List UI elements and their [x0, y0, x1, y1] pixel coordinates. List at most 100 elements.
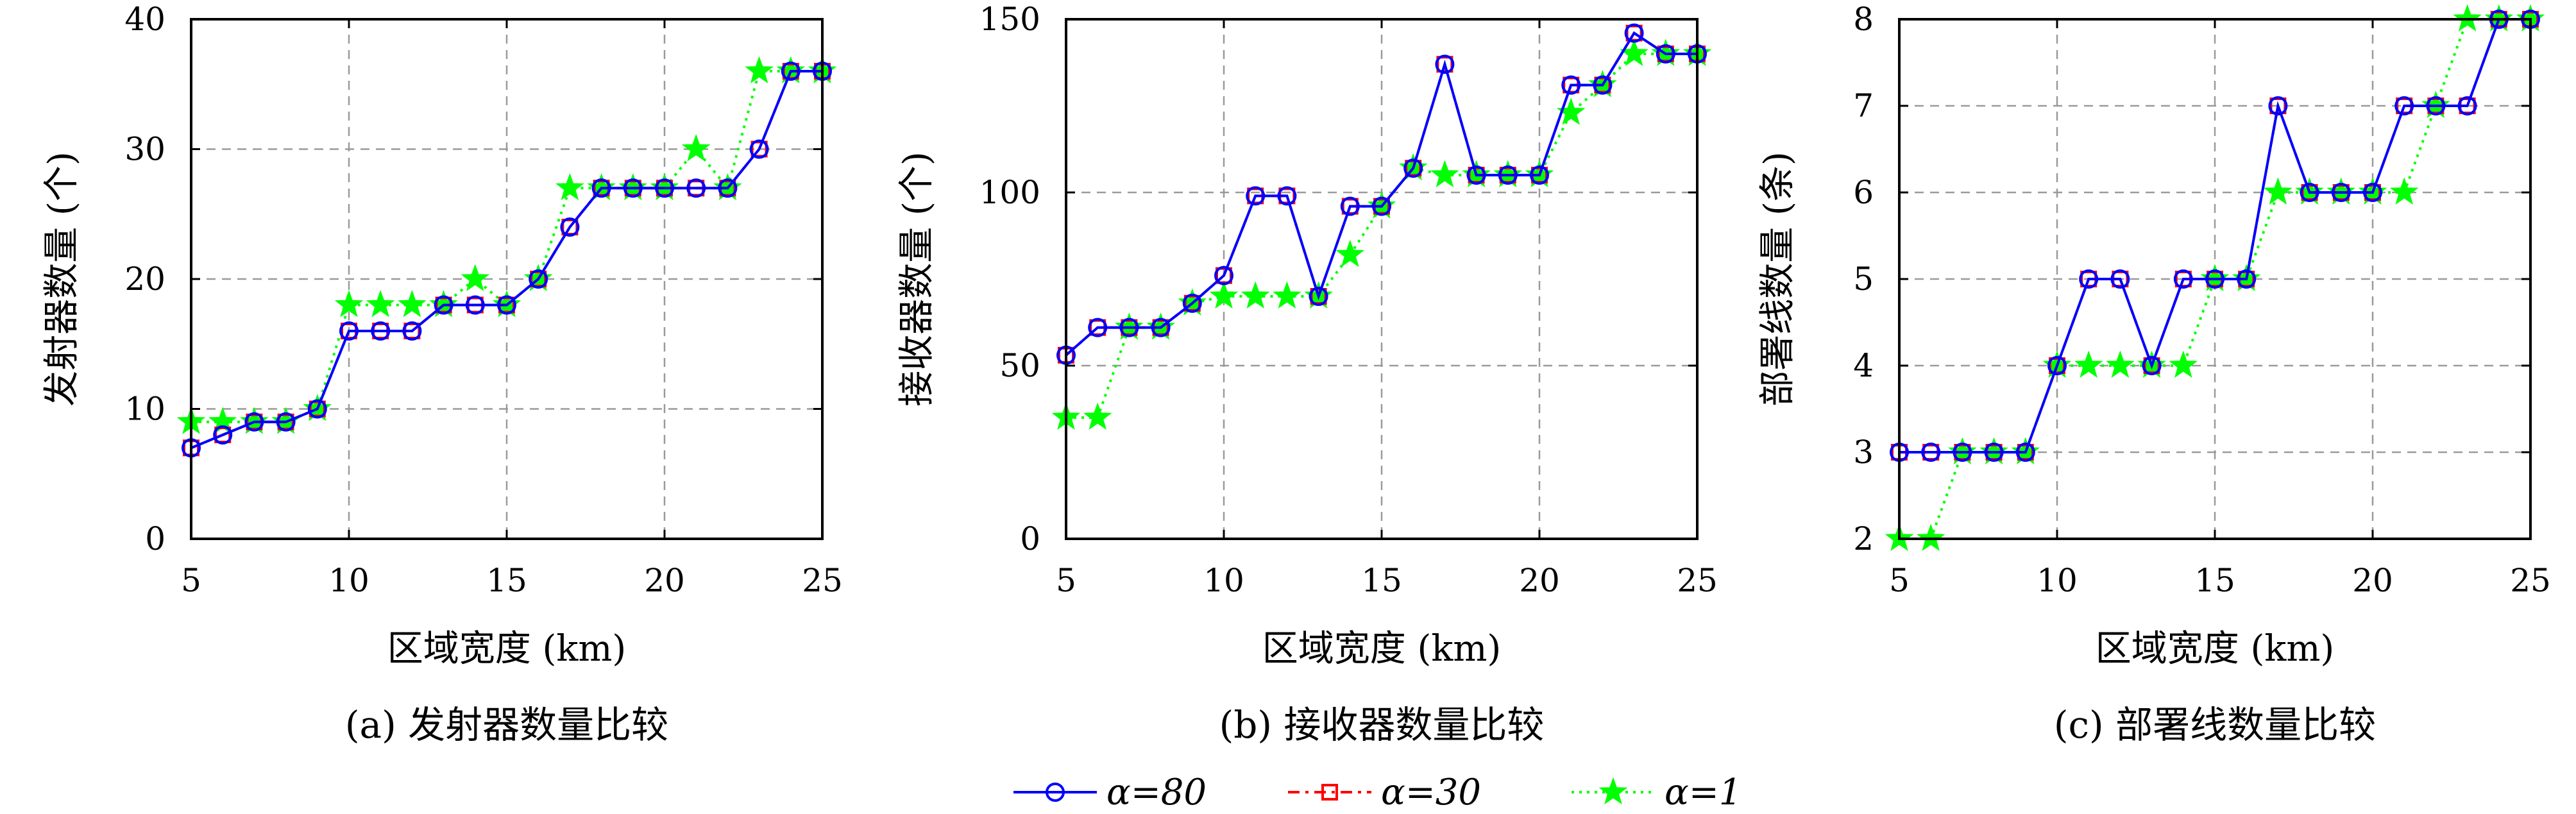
data-point-circle	[276, 412, 296, 432]
plot-frame	[1898, 18, 2532, 540]
data-point-circle	[371, 321, 391, 341]
data-point-star	[208, 407, 237, 434]
data-point-circle	[213, 425, 233, 445]
y-tick-label: 50	[999, 347, 1040, 384]
data-point-star	[681, 134, 711, 162]
legend-entry: α=1	[1572, 772, 1741, 813]
series-line-circle	[1899, 18, 2530, 454]
y-tick-label: 7	[1853, 87, 1874, 124]
y-tick-label: 3	[1853, 434, 1874, 471]
data-point-circle	[1088, 318, 1108, 337]
data-point-circle	[1182, 293, 1202, 313]
data-point-circle	[2205, 269, 2224, 289]
data-point-circle	[1656, 44, 1675, 64]
data-point-star	[2453, 4, 2482, 31]
x-axis-label: 区域宽度 (km)	[387, 628, 627, 670]
data-point-star	[461, 264, 490, 291]
data-point-circle	[1277, 186, 1297, 206]
data-point-star	[1273, 281, 1301, 309]
data-point-circle	[2457, 96, 2477, 115]
data-point-circle	[497, 295, 516, 315]
x-tick-label: 25	[2510, 562, 2551, 599]
data-point-star	[1241, 281, 1270, 309]
x-tick-label: 15	[486, 562, 527, 599]
data-point-circle	[2300, 183, 2319, 202]
data-point-circle	[591, 178, 611, 198]
x-tick-label: 25	[802, 562, 843, 599]
x-tick-label: 15	[2194, 562, 2235, 599]
data-point-circle	[244, 412, 264, 432]
data-point-circle	[686, 178, 706, 198]
y-tick-label: 20	[124, 260, 165, 298]
x-tick-label: 10	[1203, 562, 1244, 599]
y-tick-label: 2	[1853, 520, 1874, 557]
data-point-circle	[1151, 318, 1171, 337]
y-axis-label: 部署线数量 (条)	[1757, 151, 1799, 407]
data-point-circle	[1309, 287, 1328, 306]
data-point-circle	[2142, 356, 2162, 375]
x-tick-label: 10	[2037, 562, 2078, 599]
data-point-circle	[1530, 165, 1549, 185]
data-point-star	[2106, 350, 2135, 378]
data-point-circle	[2426, 96, 2446, 115]
legend-marker-star	[1598, 777, 1628, 804]
data-point-circle	[1984, 443, 2004, 462]
plot-frame	[1065, 18, 1699, 540]
y-axis-label: 发射器数量 (个)	[41, 151, 83, 407]
data-point-star	[1556, 98, 1586, 125]
series-line-star	[191, 70, 822, 423]
data-point-circle	[2079, 269, 2099, 289]
y-tick-label: 0	[145, 520, 165, 557]
y-tick-label: 4	[1853, 347, 1874, 384]
y-tick-label: 150	[979, 1, 1040, 38]
legend: α=80 α=30 α=1	[1013, 772, 1741, 813]
data-point-circle	[402, 321, 422, 341]
legend-label: α=80	[1106, 772, 1207, 813]
x-tick-label: 10	[328, 562, 369, 599]
legend-entry: α=30	[1288, 772, 1481, 813]
x-tick-label: 15	[1361, 562, 1402, 599]
chart-caption: (b) 接收器数量比较	[1219, 703, 1545, 747]
x-tick-label: 5	[1056, 562, 1076, 599]
data-point-circle	[434, 295, 453, 315]
x-tick-label: 20	[1519, 562, 1560, 599]
data-point-circle	[2237, 269, 2257, 289]
data-point-star	[1115, 312, 1144, 340]
y-tick-label: 8	[1853, 1, 1874, 38]
data-point-circle	[1372, 196, 1391, 216]
data-point-circle	[1246, 186, 1266, 206]
data-point-circle	[1921, 443, 1941, 462]
data-point-circle	[1561, 75, 1581, 95]
y-tick-label: 6	[1853, 174, 1874, 211]
data-point-circle	[2047, 356, 2067, 375]
y-tick-label: 100	[979, 174, 1040, 211]
data-point-circle	[655, 178, 674, 198]
data-point-circle	[2331, 183, 2351, 202]
data-point-circle	[529, 269, 548, 289]
y-tick-label: 0	[1020, 520, 1040, 557]
series-line-star	[1899, 18, 2530, 540]
chart-caption: (a) 发射器数量比较	[345, 703, 668, 747]
x-tick-label: 20	[644, 562, 685, 599]
y-tick-label: 30	[124, 131, 165, 168]
data-point-circle	[1435, 55, 1455, 74]
data-point-circle	[1593, 75, 1613, 95]
data-point-circle	[1340, 196, 1360, 216]
data-point-circle	[2015, 443, 2035, 462]
data-point-circle	[560, 217, 580, 237]
data-point-circle	[2268, 96, 2288, 115]
x-tick-label: 5	[1889, 562, 1910, 599]
data-point-star	[1209, 281, 1239, 309]
data-point-circle	[2363, 183, 2382, 202]
series-line-circle	[191, 70, 822, 450]
data-point-star	[366, 290, 395, 318]
data-point-star	[745, 56, 774, 83]
data-point-circle	[1624, 23, 1644, 43]
data-point-star	[1916, 523, 1945, 551]
data-point-circle	[1498, 165, 1518, 185]
data-point-star	[1335, 239, 1365, 267]
legend-label: α=1	[1665, 772, 1741, 813]
data-point-star	[398, 290, 427, 318]
